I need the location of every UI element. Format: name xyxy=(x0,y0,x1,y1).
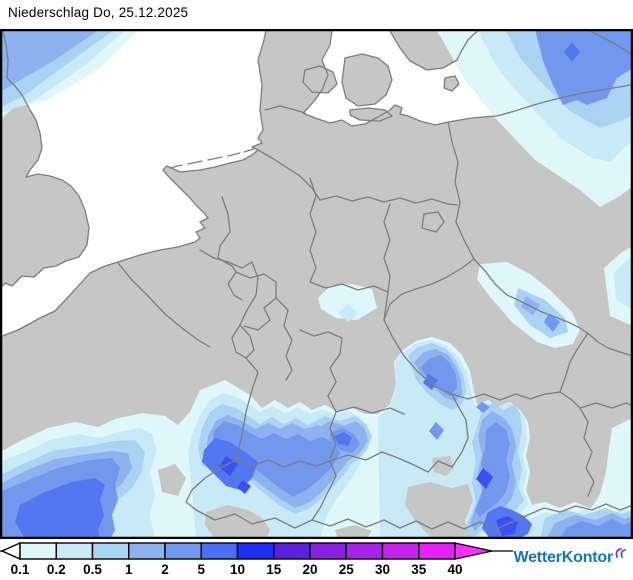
legend-segment xyxy=(309,542,347,560)
border-fr-ch xyxy=(185,459,237,511)
precipitation-legend: 0.1 0.2 0.5 1 2 5 10 15 20 25 30 35 40 xyxy=(0,541,513,577)
legend-label: 5 xyxy=(197,562,205,577)
border-be-nl xyxy=(199,249,253,269)
legend-segment xyxy=(273,542,311,560)
map-title: Niederschlag Do, 25.12.2025 xyxy=(8,5,189,20)
coastline-sweden-east xyxy=(587,29,633,57)
legend-label: 25 xyxy=(339,562,355,577)
border-de-at xyxy=(329,393,469,473)
legend-segment xyxy=(381,542,420,560)
border-ch-de xyxy=(235,459,331,468)
map-border-frame xyxy=(0,29,633,539)
border-alps-south xyxy=(311,503,633,530)
wetterkontor-logo: WetterKontor xyxy=(513,546,627,567)
legend-segment xyxy=(236,542,275,560)
boundary-layer xyxy=(0,29,633,530)
land-funen xyxy=(302,65,338,94)
legend-label: 0.2 xyxy=(47,562,66,577)
legend-label: 0.1 xyxy=(11,562,30,577)
weather-map xyxy=(0,29,633,539)
legend-segment xyxy=(200,542,239,560)
state-border-mv-bb xyxy=(319,195,458,206)
legend-segment xyxy=(128,542,166,560)
legend-label: 40 xyxy=(447,562,462,577)
legend-segment xyxy=(91,542,130,560)
state-border-franconia xyxy=(335,406,405,415)
wetterkontor-logo-text: WetterKontor xyxy=(513,549,613,566)
coastline-channel-northsea xyxy=(0,29,267,338)
border-cz-sk xyxy=(559,332,589,393)
border-fr-be xyxy=(117,262,211,348)
state-border-th-north xyxy=(309,281,389,293)
legend-label: 0.5 xyxy=(83,562,102,577)
legend-segment xyxy=(345,542,384,560)
state-border-berlin xyxy=(421,211,445,233)
frisian-islands xyxy=(169,148,255,169)
legend-segment xyxy=(19,542,57,560)
border-be-de xyxy=(239,261,259,326)
legend-underflow-arrow xyxy=(0,541,21,561)
legend-segment xyxy=(55,542,94,560)
land-lolland xyxy=(349,107,393,122)
border-cz-pl xyxy=(473,258,633,357)
legend-label: 15 xyxy=(266,562,282,577)
land-bornholm xyxy=(443,75,460,92)
state-border-hesse-bavaria xyxy=(299,329,343,397)
wetterkontor-swirl-icon xyxy=(614,546,627,564)
border-nl-de xyxy=(217,196,243,301)
state-border-bb-west xyxy=(383,203,391,293)
legend-overflow-arrow xyxy=(454,542,493,560)
legend-segment xyxy=(164,542,202,560)
border-sk-hu xyxy=(579,402,633,409)
border-fr-de xyxy=(235,357,259,461)
border-ch-at xyxy=(311,460,337,521)
legend-label: 10 xyxy=(230,562,245,577)
legend-label: 1 xyxy=(125,562,133,577)
legend-segment xyxy=(418,542,456,560)
state-border-rp xyxy=(275,297,293,381)
state-border-bw-by xyxy=(327,395,337,459)
precipitation-layer xyxy=(0,29,633,539)
legend-label: 35 xyxy=(411,562,427,577)
legend-label: 2 xyxy=(161,562,169,577)
border-at-sk-hu xyxy=(559,391,595,497)
state-border-ns-st xyxy=(309,177,317,283)
border-dk-de xyxy=(264,105,306,114)
state-border-sn-west xyxy=(383,291,389,321)
legend-label: 30 xyxy=(375,562,390,577)
border-ch-it xyxy=(195,509,313,529)
legend-label: 20 xyxy=(302,562,317,577)
border-cz-at xyxy=(451,391,561,401)
border-de-pl xyxy=(447,121,475,260)
coastline-britain xyxy=(0,30,90,290)
coastline-sweden xyxy=(389,30,479,71)
land-zealand xyxy=(341,53,393,107)
border-de-cz xyxy=(383,258,475,395)
coastline-baltic xyxy=(302,29,633,127)
